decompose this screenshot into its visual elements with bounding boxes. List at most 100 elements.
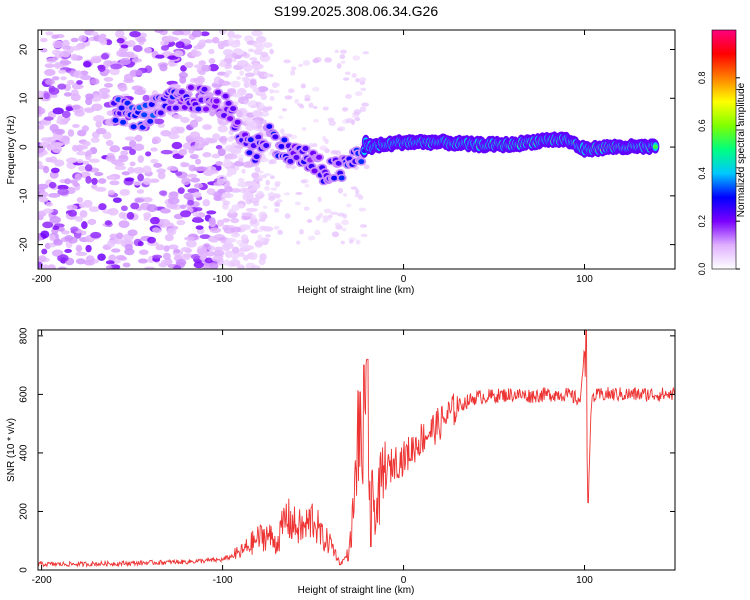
spectrogram-noise-blob [240,234,249,242]
spectrogram-noise-blob [341,219,349,226]
spectrogram-ridge-core [652,144,658,149]
spectrogram-noise-blob [135,198,145,203]
spectrogram-noise-blob [80,74,92,81]
spectrogram-noise-blob [190,50,202,57]
spectrogram-noise-blob [237,60,249,68]
spectrogram-noise-blob [290,164,296,170]
spectrogram-noise-blob [206,188,216,196]
spectrogram-noise-blob [200,31,210,37]
spectrogram-noise-blob [147,236,156,244]
spectrogram-noise-blob [118,220,130,228]
spectrogram-noise-blob [352,114,360,119]
spectrogram-noise-blob [262,42,273,48]
spectrogram-noise-blob [328,120,336,126]
spectrogram-noise-blob [105,139,114,147]
spectrogram-ridge-core [215,89,222,95]
spectrogram-ridge-core [302,146,309,152]
spectrogram-noise-blob [239,70,245,76]
spectrogram-ridge-core [230,106,237,112]
spectrogram-noise-blob [70,37,79,43]
spectrogram-noise-blob [94,186,107,192]
spectrogram-ridge-core [255,134,262,140]
colorbar-gradient [711,29,737,270]
spectrogram-ridge-core [130,124,137,130]
spectrogram-noise-blob [116,37,125,44]
spectrogram-noise-blob [97,64,106,72]
spectrogram-noise-blob [74,110,85,117]
spectrogram-noise-blob [179,75,187,84]
spectrogram-ridge-core [141,112,148,118]
spectrogram-noise-blob [251,30,263,37]
spectrogram-noise-blob [189,131,201,140]
spectrogram-noise-blob [75,258,86,265]
spectrogram-noise-blob [142,197,153,203]
spectrogram-ridge-core [253,154,260,160]
spectrogram-noise-blob [127,166,135,174]
spectrogram-ridge-core [202,106,209,112]
spectrogram-noise-blob [361,102,370,107]
spectrogram-noise-blob [144,266,155,269]
spectrogram-noise-blob [203,169,215,177]
spectrogram-noise-blob [221,192,234,199]
spectrogram-noise-blob [280,128,285,135]
spectrogram-noise-blob [70,93,81,102]
spectrogram-noise-blob [57,226,65,232]
spectrogram-noise-blob [245,212,251,217]
spectrogram-noise-blob [202,152,212,158]
spectrogram-noise-blob [51,49,61,56]
spectrogram-noise-blob [208,63,219,72]
spectrogram-noise-blob [304,98,311,102]
spectrogram-noise-blob [215,144,223,150]
spectrogram-noise-blob [216,257,224,266]
spectrogram-noise-blob [217,40,226,49]
snr-x-tick-label: -100 [213,575,233,586]
spectrogram-noise-blob [226,172,233,177]
spectrogram-noise-blob [76,159,84,164]
spectrogram-noise-blob [70,53,78,61]
spectrogram-y-ticks: -20 -10 0 10 20 [19,44,675,252]
spectrogram-noise-blob [75,244,82,253]
spectrogram-noise-blob [202,264,211,269]
spectrogram-noise-blob [187,199,195,206]
spectrogram-noise-blob [156,168,167,174]
spectrogram-ridge-core [281,137,288,143]
spectrogram-noise-blob [109,180,120,186]
spectrogram-noise-blob [53,249,63,256]
spectrogram-noise-blob [92,115,105,123]
spectrogram-noise-blob [38,183,49,190]
spectrogram-noise-blob [287,88,295,93]
spectrogram-noise-blob [57,69,67,74]
spectrogram-noise-blob [145,151,152,157]
spectrogram-noise-blob [170,126,183,134]
spectrogram-noise-blob [146,204,158,212]
spectrogram-noise-blob [236,110,243,118]
spectrogram-ridge-core [221,113,228,119]
spectrogram-noise-blob [230,226,242,233]
spectrogram-noise-blob [89,78,100,85]
spectrogram-noise-blob [107,175,117,180]
spectrogram-noise-blob [88,206,100,213]
spectrogram-noise-blob [65,157,78,164]
spectrogram-noise-blob [133,166,145,174]
spectrogram-noise-blob [91,183,98,190]
spectrogram-noise-blob [324,57,332,63]
spectrogram-noise-blob [143,212,152,219]
spectrogram-noise-blob [103,60,111,69]
snr-y-tick-label: 200 [19,503,30,520]
spectrogram-noise-blob [151,136,162,144]
spec-y-tick-label: 20 [19,44,30,56]
spectrogram-noise-blob [193,183,204,189]
spectrogram-noise-blob [166,35,175,43]
spectrogram-noise-blob [307,235,316,241]
spectrogram-ridge-core [118,105,125,111]
figure-title: S199.2025.308.06.34.G26 [274,3,438,19]
spectrogram-noise-blob [127,40,136,48]
spectrogram-noise-blob [208,217,216,225]
spectrogram-ridge-core [178,89,185,95]
spectrogram-noise-blob [340,60,346,64]
spectrogram-noise-blob [172,114,183,120]
spectrogram-noise-blob [185,239,197,248]
spectrogram-noise-blob [166,166,179,171]
